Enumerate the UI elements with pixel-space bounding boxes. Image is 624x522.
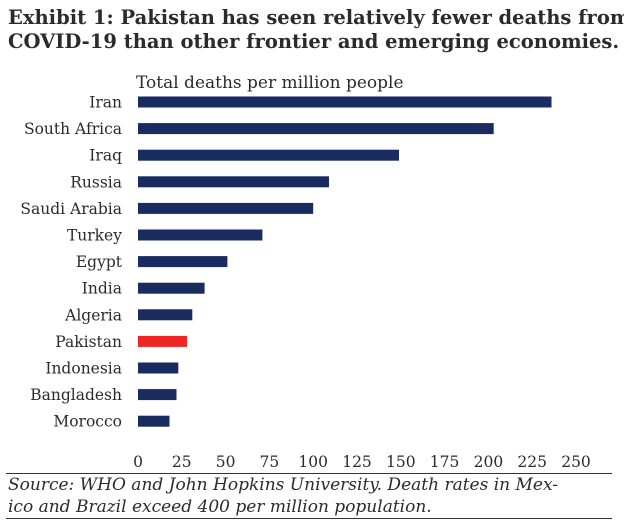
x-tick-label-50: 50: [216, 453, 236, 471]
x-tick-label-225: 225: [517, 453, 547, 471]
bar-morocco: [138, 415, 170, 427]
footer-divider: [6, 473, 612, 474]
category-label-algeria: Algeria: [64, 306, 122, 324]
x-tick-label-150: 150: [386, 453, 416, 471]
bar-iraq: [138, 149, 399, 161]
bar-algeria: [138, 309, 193, 321]
x-tick-label-25: 25: [172, 453, 192, 471]
bar-russia: [138, 176, 329, 188]
bar-iran: [138, 96, 552, 108]
category-label-russia: Russia: [70, 173, 122, 191]
category-label-saudi-arabia: Saudi Arabia: [20, 200, 122, 218]
x-tick-label-250: 250: [561, 453, 591, 471]
category-label-south-africa: South Africa: [24, 120, 122, 138]
bar-indonesia: [138, 362, 179, 374]
x-tick-labels-group: 0 25 50 75 100 125 150 175 200 225 250: [133, 453, 591, 471]
bar-south-africa: [138, 123, 494, 135]
bar-bangladesh: [138, 389, 177, 401]
category-label-morocco: Morocco: [53, 413, 122, 431]
x-tick-label-125: 125: [342, 453, 372, 471]
category-label-turkey: Turkey: [67, 227, 122, 245]
bar-egypt: [138, 256, 228, 268]
source-note-line-2: ico and Brazil exceed 400 per million po…: [8, 497, 432, 517]
bar-india: [138, 282, 205, 294]
category-label-egypt: Egypt: [76, 253, 123, 271]
x-tick-label-200: 200: [474, 453, 504, 471]
bar-chart: Total deaths per million people Iran Sout…: [20, 73, 591, 471]
chart-subtitle: Total deaths per million people: [136, 73, 404, 93]
bar-saudi-arabia: [138, 202, 314, 214]
bottom-divider: [6, 518, 612, 519]
source-note: Source: WHO and John Hopkins University.…: [8, 474, 614, 518]
x-tick-label-100: 100: [298, 453, 328, 471]
x-tick-label-0: 0: [133, 453, 143, 471]
category-label-bangladesh: Bangladesh: [30, 386, 122, 404]
chart-title-line-1: Exhibit 1: Pakistan has seen relatively …: [8, 6, 624, 29]
bar-turkey: [138, 229, 263, 241]
category-label-indonesia: Indonesia: [45, 360, 122, 378]
chart-title: Exhibit 1: Pakistan has seen relatively …: [8, 6, 624, 54]
category-label-pakistan: Pakistan: [55, 333, 122, 351]
category-label-india: India: [82, 280, 122, 298]
x-tick-label-175: 175: [430, 453, 460, 471]
category-label-iran: Iran: [89, 94, 122, 112]
category-labels-group: Iran South Africa Iraq Russia Saudi Arabia Tu…: [20, 94, 122, 431]
bar-pakistan: [138, 335, 188, 347]
x-tick-label-75: 75: [260, 453, 280, 471]
source-note-line-1: Source: WHO and John Hopkins University.…: [8, 475, 559, 495]
chart-title-line-2: COVID-19 than other frontier and emergin…: [8, 30, 620, 53]
bars-group: [138, 96, 552, 427]
category-label-iraq: Iraq: [89, 147, 122, 165]
